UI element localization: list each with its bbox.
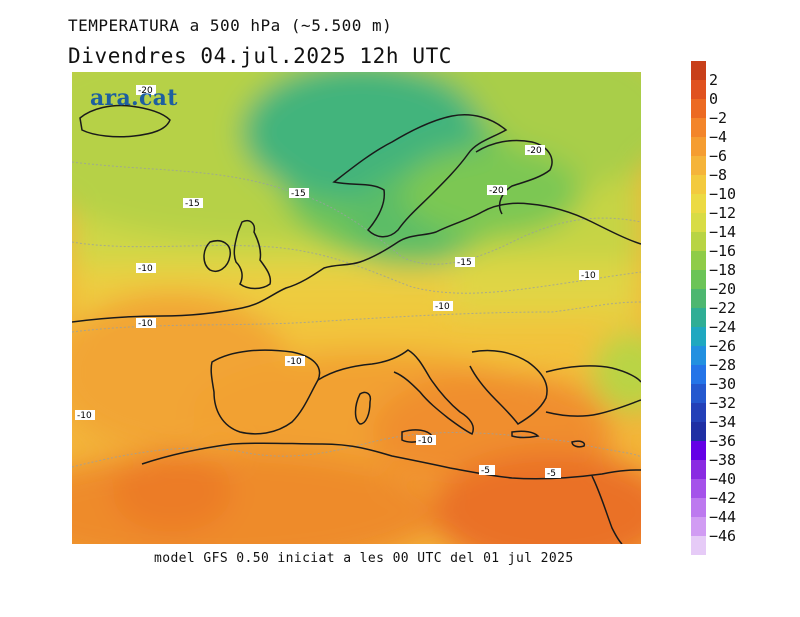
color-scale-segment bbox=[691, 175, 706, 194]
color-scale-segment bbox=[691, 251, 706, 270]
color-scale-label: −18 bbox=[709, 261, 737, 279]
contour-label: -10 bbox=[416, 435, 436, 446]
contour-label: -10 bbox=[136, 318, 156, 329]
map-title: TEMPERATURA a 500 hPa (~5.500 m) bbox=[68, 16, 393, 35]
color-scale-segment bbox=[691, 403, 706, 422]
color-scale-segment bbox=[691, 61, 706, 80]
svg-text:-20: -20 bbox=[138, 86, 153, 96]
svg-text:-10: -10 bbox=[138, 264, 153, 274]
contour-label: -15 bbox=[289, 188, 309, 199]
color-scale-bar bbox=[691, 61, 706, 555]
color-scale-segment bbox=[691, 479, 706, 498]
color-scale-label: −20 bbox=[709, 280, 737, 298]
color-scale-label: −22 bbox=[709, 299, 737, 317]
color-scale-label: −44 bbox=[709, 508, 737, 526]
color-scale-segment bbox=[691, 498, 706, 517]
color-scale-segment bbox=[691, 213, 706, 232]
svg-text:-5: -5 bbox=[481, 466, 490, 476]
contour-label: -20 bbox=[525, 145, 545, 156]
color-scale-segment bbox=[691, 346, 706, 365]
color-scale-label: −42 bbox=[709, 489, 737, 507]
color-scale-segment bbox=[691, 80, 706, 99]
color-scale-segment bbox=[691, 536, 706, 555]
svg-text:-10: -10 bbox=[435, 302, 450, 312]
contour-label: -10 bbox=[579, 270, 599, 281]
contour-label: -10 bbox=[75, 410, 95, 421]
color-scale-label: −12 bbox=[709, 204, 737, 222]
contour-label: -10 bbox=[433, 301, 453, 312]
color-scale-label: −14 bbox=[709, 223, 737, 241]
color-scale-segment bbox=[691, 517, 706, 536]
color-scale-label: −46 bbox=[709, 527, 737, 545]
contour-label: -15 bbox=[183, 198, 203, 209]
color-scale-label: −24 bbox=[709, 318, 737, 336]
svg-text:-10: -10 bbox=[581, 271, 596, 281]
color-scale-label: −34 bbox=[709, 413, 737, 431]
svg-text:-20: -20 bbox=[489, 186, 504, 196]
svg-text:-15: -15 bbox=[291, 189, 306, 199]
color-scale-label: −28 bbox=[709, 356, 737, 374]
color-scale-label: 0 bbox=[709, 90, 719, 108]
color-scale-label: −8 bbox=[709, 166, 728, 184]
color-scale-label: −2 bbox=[709, 109, 728, 127]
color-scale-segment bbox=[691, 118, 706, 137]
color-scale-label: −6 bbox=[709, 147, 728, 165]
svg-text:-10: -10 bbox=[418, 436, 433, 446]
color-scale-segment bbox=[691, 270, 706, 289]
color-scale-label: −38 bbox=[709, 451, 737, 469]
map-svg: -20 -15 -15 -10 -10 -10 -10 -20 -20 -15 … bbox=[72, 72, 641, 544]
color-scale-label: −10 bbox=[709, 185, 737, 203]
ara-cat-logo: ara.cat bbox=[90, 85, 178, 111]
color-scale-segment bbox=[691, 384, 706, 403]
color-scale-label: −26 bbox=[709, 337, 737, 355]
color-scale-label: −36 bbox=[709, 432, 737, 450]
coastlines bbox=[72, 104, 641, 544]
svg-text:-20: -20 bbox=[527, 146, 542, 156]
color-scale-segment bbox=[691, 137, 706, 156]
model-run-footer: model GFS 0.50 iniciat a les 00 UTC del … bbox=[154, 551, 574, 566]
contour-label-group: -20 -15 -15 -10 -10 -10 -10 -20 -20 -15 … bbox=[75, 85, 599, 479]
svg-text:-5: -5 bbox=[547, 469, 556, 479]
color-scale-segment bbox=[691, 194, 706, 213]
color-scale-segment bbox=[691, 289, 706, 308]
svg-text:-10: -10 bbox=[77, 411, 92, 421]
color-scale-segment bbox=[691, 232, 706, 251]
map-date: Divendres 04.jul.2025 12h UTC bbox=[68, 44, 453, 68]
contour-label: -10 bbox=[136, 263, 156, 274]
color-scale-label: −32 bbox=[709, 394, 737, 412]
color-scale-segment bbox=[691, 308, 706, 327]
svg-text:-15: -15 bbox=[457, 258, 472, 268]
contour-label: -20 bbox=[487, 185, 507, 196]
color-scale-segment bbox=[691, 156, 706, 175]
color-scale-label: −40 bbox=[709, 470, 737, 488]
svg-text:-15: -15 bbox=[185, 199, 200, 209]
color-scale-label: −16 bbox=[709, 242, 737, 260]
color-scale-label: −30 bbox=[709, 375, 737, 393]
color-scale-segment bbox=[691, 460, 706, 479]
color-scale-segment bbox=[691, 365, 706, 384]
contour-label: -20 bbox=[136, 85, 156, 96]
color-scale-label: −4 bbox=[709, 128, 728, 146]
color-scale-label: 2 bbox=[709, 71, 719, 89]
contour-label: -10 bbox=[285, 356, 305, 367]
color-scale-segment bbox=[691, 327, 706, 346]
contour-label: -5 bbox=[479, 465, 495, 476]
temperature-map: -20 -15 -15 -10 -10 -10 -10 -20 -20 -15 … bbox=[72, 72, 641, 544]
color-scale-segment bbox=[691, 441, 706, 460]
contour-label: -5 bbox=[545, 468, 561, 479]
color-scale-segment bbox=[691, 422, 706, 441]
color-scale-segment bbox=[691, 99, 706, 118]
svg-text:-10: -10 bbox=[287, 357, 302, 367]
svg-text:-10: -10 bbox=[138, 319, 153, 329]
contour-label: -15 bbox=[455, 257, 475, 268]
